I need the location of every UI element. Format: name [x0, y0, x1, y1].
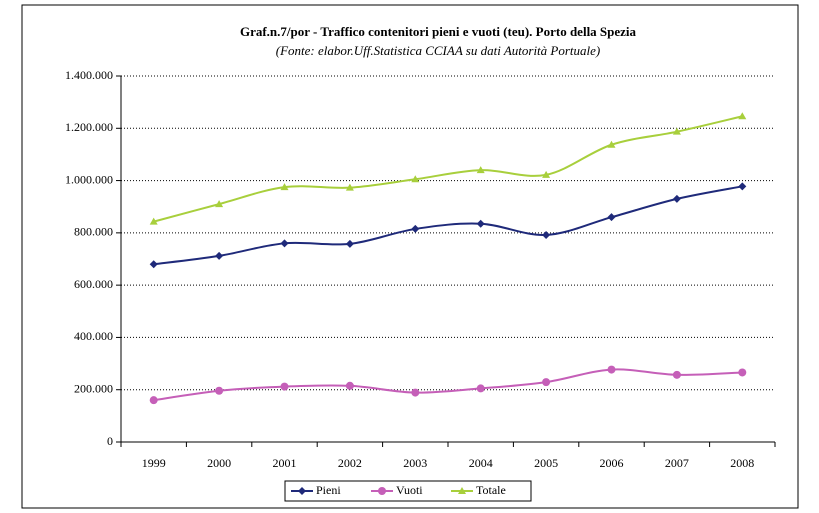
marker — [738, 112, 747, 120]
series-line — [153, 185, 743, 266]
legend-label: Totale — [476, 483, 506, 497]
y-tick-label: 1.400.000 — [65, 68, 113, 82]
marker — [738, 368, 747, 377]
marker — [411, 224, 420, 233]
x-tick-label: 2001 — [273, 456, 297, 470]
chart-frame — [21, 4, 799, 509]
x-tick-label: 2006 — [600, 456, 624, 470]
marker — [542, 230, 551, 239]
marker — [458, 487, 466, 494]
x-tick-label: 2002 — [338, 456, 362, 470]
x-tick-label: 2007 — [665, 456, 689, 470]
marker — [345, 183, 354, 191]
marker — [345, 239, 354, 248]
marker — [280, 239, 289, 248]
marker — [298, 487, 306, 495]
marker — [476, 166, 485, 174]
marker — [672, 194, 681, 203]
marker — [149, 396, 158, 405]
y-tick-label: 600.000 — [74, 277, 113, 291]
chart-subtitle: (Fonte: elabor.Uff.Statistica CCIAA su d… — [276, 43, 601, 58]
marker — [672, 127, 681, 135]
marker — [476, 384, 485, 393]
y-tick-label: 400.000 — [74, 329, 113, 343]
marker — [411, 175, 420, 183]
marker — [607, 213, 616, 222]
legend-box — [284, 480, 532, 502]
y-tick-label: 0 — [107, 434, 113, 448]
y-tick-label: 1.200.000 — [65, 120, 113, 134]
marker — [215, 251, 224, 260]
marker — [607, 365, 616, 374]
marker — [411, 388, 420, 397]
x-tick-label: 2000 — [207, 456, 231, 470]
x-tick-label: 2008 — [730, 456, 754, 470]
marker — [345, 381, 354, 390]
marker — [149, 217, 158, 225]
series-line — [153, 115, 743, 223]
marker — [738, 182, 747, 191]
marker — [280, 382, 289, 391]
y-tick-label: 800.000 — [74, 225, 113, 239]
marker — [378, 487, 386, 495]
x-tick-label: 2005 — [534, 456, 558, 470]
marker — [672, 370, 681, 379]
legend-label: Vuoti — [396, 483, 423, 497]
marker — [215, 386, 224, 395]
x-tick-label: 2003 — [403, 456, 427, 470]
legend-label: Pieni — [316, 483, 341, 497]
y-tick-label: 1.000.000 — [65, 172, 113, 186]
marker — [607, 140, 616, 148]
x-tick-label: 1999 — [142, 456, 166, 470]
marker — [215, 200, 224, 208]
x-tick-label: 2004 — [469, 456, 493, 470]
series-line — [153, 368, 743, 402]
marker — [476, 219, 485, 228]
chart-title: Graf.n.7/por - Traffico contenitori pien… — [240, 24, 637, 39]
marker — [542, 170, 551, 178]
marker — [542, 378, 551, 387]
marker — [280, 183, 289, 191]
y-tick-label: 200.000 — [74, 381, 113, 395]
marker — [149, 260, 158, 269]
